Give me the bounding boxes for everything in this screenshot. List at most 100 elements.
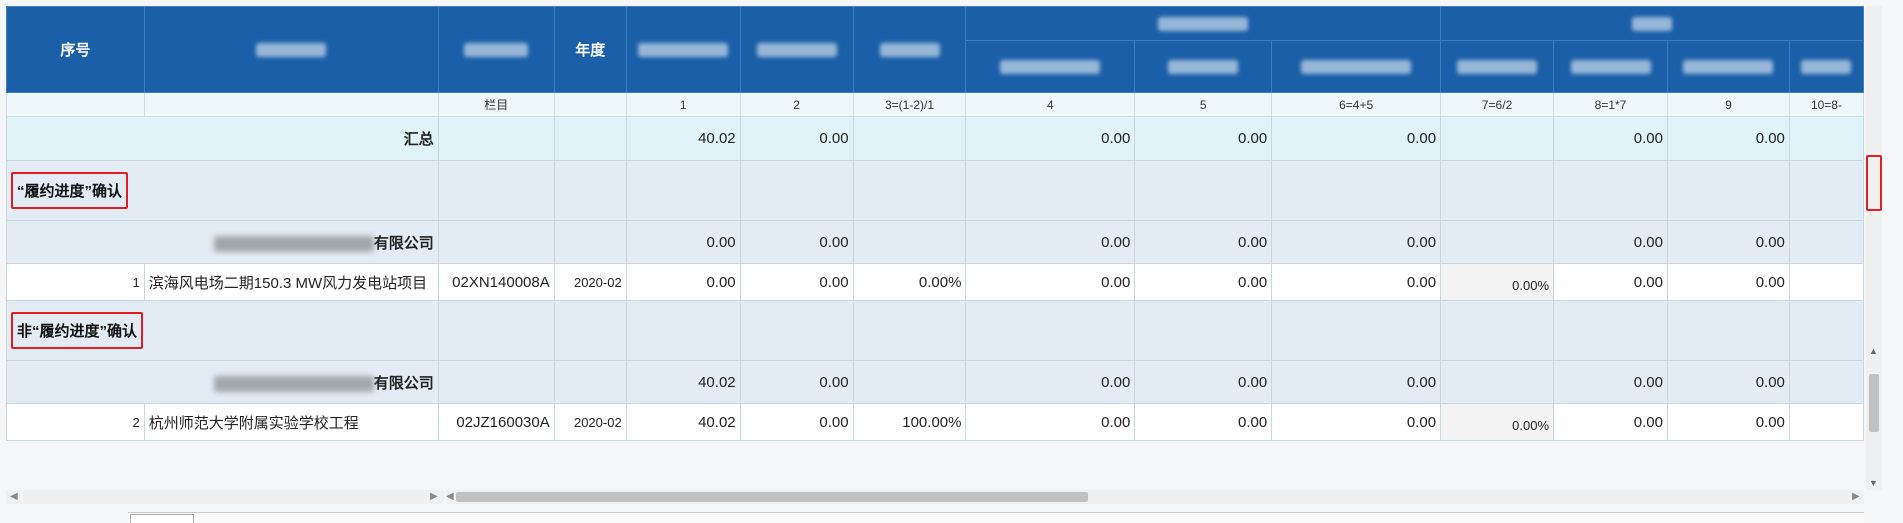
header-col-5 [1134, 40, 1273, 93]
cell-value: 0.00 [1271, 116, 1442, 161]
cell-value[interactable]: 0.00 [1134, 403, 1273, 441]
header-col-7 [1440, 40, 1555, 93]
cell-value[interactable] [1788, 403, 1864, 441]
cell-value[interactable]: 0.00 [1553, 403, 1668, 441]
cell-value[interactable]: 0.00 [1134, 263, 1273, 301]
cell-value: 0.00 [739, 220, 854, 264]
frozen-horizontal-scrollbar[interactable]: ◀ ▶ [6, 490, 444, 504]
project-code: 02XN140008A [437, 263, 555, 301]
cell-value[interactable]: 0.00% [852, 263, 967, 301]
horizontal-scrollbar[interactable]: ◀ ▶ [446, 490, 1864, 504]
cell-value [852, 116, 967, 161]
horizontal-scroll-thumb[interactable] [456, 492, 1088, 502]
col-no-label: 栏目 [437, 92, 555, 117]
cell-value: 0.00 [1271, 220, 1442, 264]
header-col-3 [852, 6, 967, 93]
cell-value: 0.00 [1134, 116, 1273, 161]
project-code: 02JZ160030A [437, 403, 555, 441]
summary-row[interactable]: 汇总 40.02 0.00 0.00 0.00 0.00 0.00 0.00 [6, 116, 1864, 161]
header-group-a [965, 6, 1442, 41]
header-project-name [143, 6, 439, 93]
cell-value[interactable]: 0.00 [739, 403, 854, 441]
scroll-left-arrow-icon[interactable]: ◀ [446, 491, 454, 502]
company-row[interactable]: 有限公司 40.02 0.00 0.00 0.00 0.00 0.00 0.00 [6, 360, 1864, 404]
header-year: 年度 [553, 6, 627, 93]
scroll-up-arrow-icon[interactable]: ▲ [1869, 346, 1878, 356]
cell-value: 0.00 [1134, 220, 1273, 264]
cell-value [1788, 360, 1864, 404]
cell-value [1788, 116, 1864, 161]
cell-value[interactable]: 0.00 [625, 263, 741, 301]
cell-value: 0.00% [1440, 403, 1555, 441]
header-col-2 [739, 6, 854, 93]
table-row[interactable]: 2 杭州师范大学附属实验学校工程 02JZ160030A 2020-02 40.… [6, 403, 1864, 441]
cell-value[interactable]: 100.00% [852, 403, 967, 441]
cell-value[interactable] [1788, 263, 1864, 301]
cell-value: 0.00 [1666, 220, 1790, 264]
header-col-4 [965, 40, 1136, 93]
company-row[interactable]: 有限公司 0.00 0.00 0.00 0.00 0.00 0.00 0.00 [6, 220, 1864, 264]
cell-value: 40.02 [625, 360, 741, 404]
cell-value[interactable]: 0.00 [965, 263, 1136, 301]
table-row[interactable]: 1 滨海风电场二期150.3 MW风力发电站项目 02XN140008A 202… [6, 263, 1864, 301]
sheet-tab[interactable] [130, 514, 194, 523]
header-col-1 [625, 6, 741, 93]
cell-value [1440, 116, 1555, 161]
row-seq: 1 [6, 263, 145, 301]
highlight-marker [1866, 155, 1882, 211]
cell-value: 0.00 [1134, 360, 1273, 404]
sheet-tab-bar [128, 512, 1864, 523]
scroll-left-arrow-icon[interactable]: ◀ [10, 491, 18, 502]
header-col-8 [1553, 40, 1668, 93]
cell-value[interactable]: 0.00 [1271, 403, 1442, 441]
cell-value: 0.00% [1440, 263, 1555, 301]
cell-value [1440, 220, 1555, 264]
col-number: 5 [1134, 92, 1273, 117]
group-header-row[interactable]: 非“履约进度”确认 [6, 300, 1864, 361]
project-year: 2020-02 [553, 263, 627, 301]
vertical-scrollbar[interactable]: ▲ ▼ [1866, 6, 1882, 490]
cell-value: 0.00 [965, 360, 1136, 404]
cell-value: 0.00 [1553, 220, 1668, 264]
col-number: 2 [739, 92, 854, 117]
cell-value: 0.00 [739, 360, 854, 404]
col-number: 10=8- [1788, 92, 1864, 117]
cell-value: 0.00 [965, 116, 1136, 161]
scroll-right-arrow-icon[interactable]: ▶ [430, 491, 438, 502]
cell-value[interactable]: 40.02 [625, 403, 741, 441]
project-year: 2020-02 [553, 403, 627, 441]
cell-value[interactable]: 0.00 [1666, 263, 1790, 301]
cell-value[interactable]: 0.00 [1666, 403, 1790, 441]
cell-value[interactable]: 0.00 [1271, 263, 1442, 301]
header-seq: 序号 [6, 6, 145, 93]
cell-value: 0.00 [1271, 360, 1442, 404]
cell-value [852, 360, 967, 404]
cell-value [1788, 220, 1864, 264]
cell-value: 0.00 [739, 116, 854, 161]
cell-value [852, 220, 967, 264]
group-title-non-performance: 非“履约进度”确认 [11, 312, 144, 349]
scroll-down-arrow-icon[interactable]: ▼ [1869, 478, 1878, 488]
cell-value: 0.00 [1553, 116, 1668, 161]
header-col-9 [1666, 40, 1790, 93]
cell-value [1440, 360, 1555, 404]
report-grid: 序号 年度 栏目 1 2 3=(1-2)/1 [6, 6, 1864, 490]
cell-value[interactable]: 0.00 [965, 403, 1136, 441]
cell-value: 0.00 [1666, 360, 1790, 404]
cell-value: 0.00 [1666, 116, 1790, 161]
project-name: 滨海风电场二期150.3 MW风力发电站项目 [143, 263, 439, 301]
header-col-6 [1271, 40, 1442, 93]
group-header-row[interactable]: “履约进度”确认 [6, 160, 1864, 221]
col-number: 3=(1-2)/1 [852, 92, 967, 117]
col-number: 1 [625, 92, 741, 117]
col-number: 9 [1666, 92, 1790, 117]
scroll-right-arrow-icon[interactable]: ▶ [1852, 491, 1860, 502]
cell-value: 0.00 [625, 220, 741, 264]
cell-value: 40.02 [625, 116, 741, 161]
cell-value[interactable]: 0.00 [1553, 263, 1668, 301]
vertical-scroll-thumb[interactable] [1869, 374, 1879, 432]
cell-value[interactable]: 0.00 [739, 263, 854, 301]
company-name: 有限公司 [6, 360, 439, 404]
col-number: 8=1*7 [1553, 92, 1668, 117]
column-number-row: 栏目 1 2 3=(1-2)/1 4 5 6=4+5 7=6/2 8=1*7 9… [6, 92, 1864, 117]
